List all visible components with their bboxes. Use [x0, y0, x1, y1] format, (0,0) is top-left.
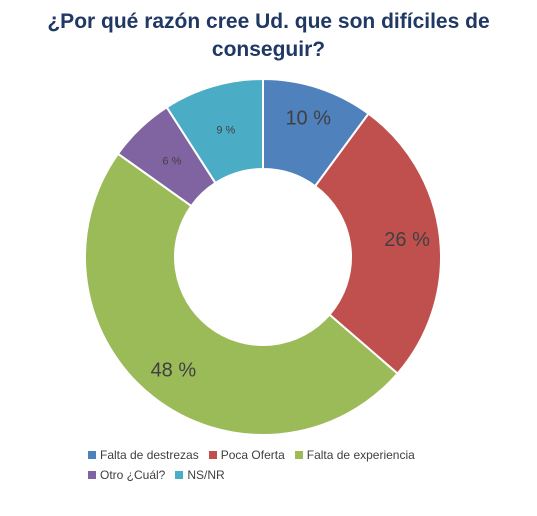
legend-row: Falta de destrezas Poca Oferta Falta de ex…	[88, 448, 508, 462]
data-label: 48 %	[151, 359, 197, 381]
legend-swatch	[88, 451, 96, 459]
data-label: 9 %	[216, 124, 235, 136]
slices	[84, 77, 442, 436]
legend-row: Otro ¿Cuál? NS/NR	[88, 468, 508, 482]
legend-label: Falta de destrezas	[100, 448, 199, 462]
legend-item: Poca Oferta	[208, 448, 285, 462]
data-label: 26 %	[384, 229, 430, 251]
donut-chart: 10 % 26 % 48 % 6 % 9 %	[84, 77, 442, 436]
slice-ns-nr	[165, 77, 264, 185]
chart-title: ¿Por qué razón cree Ud. que son difícile…	[47, 10, 490, 61]
slice-falta-de-experiencia	[84, 152, 399, 436]
legend-swatch	[294, 451, 303, 459]
legend-item: NS/NR	[175, 468, 225, 482]
legend-swatch	[88, 471, 96, 479]
legend-label: NS/NR	[187, 468, 225, 482]
slice-labels: 10 % 26 % 48 % 6 % 9 %	[151, 108, 431, 382]
legend-label: Poca Oferta	[220, 448, 285, 462]
legend: Falta de destrezas Poca Oferta Falta de ex…	[88, 448, 508, 488]
data-label: 10 %	[285, 108, 331, 130]
slice-poca-oferta	[313, 112, 442, 375]
legend-item: Otro ¿Cuál?	[88, 468, 165, 482]
legend-swatch	[208, 451, 217, 459]
legend-label: Falta de experiencia	[306, 448, 415, 462]
legend-item: Falta de destrezas	[88, 448, 199, 462]
legend-swatch	[175, 471, 184, 479]
data-label: 6 %	[162, 155, 181, 167]
legend-label: Otro ¿Cuál?	[100, 468, 166, 482]
legend-item: Falta de experiencia	[294, 448, 415, 462]
